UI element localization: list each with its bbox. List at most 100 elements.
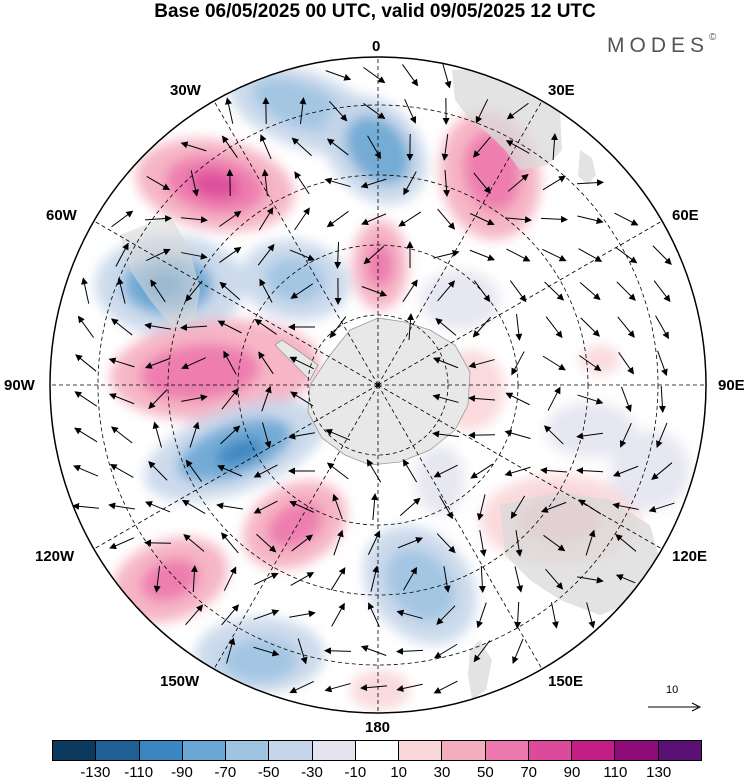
colorbar-segment <box>572 741 616 760</box>
wind-vector-arrow <box>109 464 134 478</box>
wind-vector-arrow <box>290 283 314 299</box>
wind-vector-arrow <box>289 356 314 370</box>
australia-land <box>500 492 660 615</box>
meridian-line <box>213 100 379 386</box>
wind-vector-arrow <box>260 134 272 160</box>
wind-vector-arrow <box>183 534 205 552</box>
wind-vector-arrow <box>144 357 171 369</box>
label-lon-30w: 30W <box>170 82 201 99</box>
wind-vector-arrow <box>325 70 352 81</box>
wind-vector-arrow <box>472 316 491 338</box>
colorbar-tick-label: -50 <box>257 764 280 781</box>
meridian-line <box>377 100 543 386</box>
wind-vector-arrow <box>363 246 385 265</box>
wind-vector-arrow <box>225 97 234 124</box>
wind-vector-arrow <box>328 100 348 122</box>
colorbar-tick-label: -10 <box>344 764 367 781</box>
wind-vector-arrow <box>396 683 423 692</box>
wind-vector-arrow <box>326 210 349 228</box>
wind-vector-arrow <box>108 502 135 510</box>
lat-lon-grid <box>50 57 706 713</box>
colorbar-segment <box>528 741 573 760</box>
wind-vector-arrow <box>507 173 529 192</box>
colorbar-tick-label: -30 <box>301 764 323 781</box>
wind-vector-arrow <box>148 389 168 410</box>
anomaly-contour <box>345 115 411 185</box>
wind-vector-arrow <box>367 602 380 628</box>
wind-vector-arrow <box>189 421 200 448</box>
wind-vector-arrow <box>367 135 381 160</box>
anomaly-contour <box>415 445 465 515</box>
wind-vector-arrow <box>108 357 135 368</box>
reference-vector: 10 <box>646 684 702 716</box>
wind-vector-arrow <box>468 359 495 369</box>
wind-vector-arrow <box>258 351 274 375</box>
wind-vector-arrow <box>580 317 600 337</box>
wind-vector-arrow <box>577 394 604 405</box>
wind-vector-arrow <box>402 64 419 87</box>
wind-vector-arrow <box>253 464 278 478</box>
wind-vector-arrow <box>144 539 172 547</box>
colorbar-segment <box>615 741 659 760</box>
wind-vector-arrow <box>476 602 487 629</box>
wind-vector-arrow <box>294 207 310 231</box>
wind-vector-arrow <box>612 502 639 510</box>
wind-vectors <box>72 62 675 694</box>
wind-vector-arrow <box>653 280 671 303</box>
wind-vector-arrow <box>219 281 241 300</box>
south-pole-marker <box>376 383 380 387</box>
wind-vector-arrow <box>223 350 237 375</box>
wind-vector-arrow <box>542 355 566 371</box>
colorbar-segment <box>442 741 486 760</box>
wind-vector-arrow <box>432 430 459 438</box>
wind-vector-arrow <box>217 465 243 477</box>
wind-vector-arrow <box>652 245 672 265</box>
wind-vector-arrow <box>289 680 314 694</box>
wind-vector-arrow <box>185 280 203 302</box>
wind-vector-arrow <box>436 605 456 626</box>
anomaly-contour <box>252 78 348 132</box>
wind-vector-arrow <box>506 102 529 120</box>
colorbar-segment <box>312 741 356 760</box>
modes-logo-text: MODES <box>607 34 710 57</box>
wind-vector-arrow <box>185 604 204 626</box>
map-boundary <box>49 56 707 714</box>
anomaly-contour <box>385 548 455 622</box>
wind-vector-arrow <box>324 647 352 655</box>
wind-vector-arrow <box>577 576 604 584</box>
wind-vector-arrow <box>75 354 97 372</box>
wind-vector-arrow <box>115 242 129 267</box>
label-lon-120w: 120W <box>35 548 75 565</box>
wind-vector-arrow <box>397 537 423 549</box>
wind-vector-arrow <box>330 567 346 591</box>
wind-vector-arrow <box>505 216 532 224</box>
anomaly-contour <box>545 402 635 458</box>
wind-vector-arrow <box>226 637 236 664</box>
wind-vector-arrow <box>190 565 198 593</box>
wind-vector-arrow <box>371 493 379 520</box>
wind-vector-arrow <box>361 286 388 297</box>
wind-vector-arrow <box>439 495 453 520</box>
reference-vector-label: 10 <box>666 684 679 696</box>
anomaly-contour <box>610 430 690 510</box>
meridian-line <box>213 384 379 670</box>
wind-vector-arrow <box>190 170 199 197</box>
wind-vector-arrow <box>510 495 526 520</box>
wind-vector-arrow <box>361 213 387 225</box>
wind-vector-arrow <box>220 532 239 554</box>
wind-vector-arrow <box>262 422 272 449</box>
colorbar-tick-label: -90 <box>171 764 193 781</box>
wind-vector-arrow <box>479 530 487 557</box>
wind-vector-arrow <box>297 638 308 665</box>
wind-vector-arrow <box>331 602 345 627</box>
anomaly-contour <box>216 437 264 467</box>
colorbar-tick-label: -110 <box>124 764 154 781</box>
wind-vector-arrow <box>432 393 459 403</box>
wind-vector-arrow <box>542 248 567 262</box>
wind-vector-arrow <box>403 566 417 591</box>
wind-vector-arrow <box>473 136 491 158</box>
label-lon-0: 0 <box>372 38 381 55</box>
wind-vector-arrow <box>544 281 565 301</box>
wind-vector-arrow <box>181 357 207 370</box>
wind-vector-arrow <box>288 432 315 440</box>
